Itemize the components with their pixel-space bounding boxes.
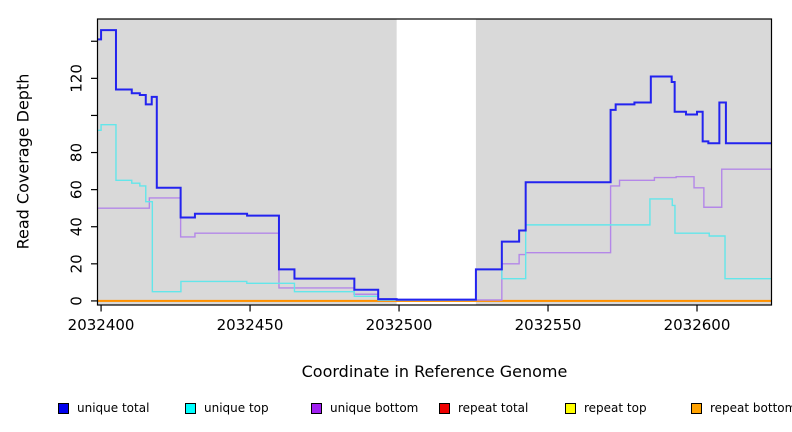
svg-text:80: 80: [68, 143, 86, 162]
legend-item-repeat-total: repeat total: [439, 399, 528, 417]
legend-item-unique-top: unique top: [185, 399, 269, 417]
legend-swatch-repeat-bottom: [691, 402, 702, 414]
svg-text:120: 120: [68, 64, 86, 93]
svg-text:2032550: 2032550: [515, 316, 582, 334]
svg-text:2032450: 2032450: [217, 316, 284, 334]
legend-swatch-unique-top: [185, 402, 196, 414]
svg-text:0: 0: [68, 296, 86, 306]
legend-swatch-unique-bottom: [311, 402, 322, 414]
legend-label: unique top: [204, 401, 269, 415]
legend-label: repeat total: [458, 401, 529, 415]
legend-label: repeat bottom: [710, 401, 792, 415]
y-axis-label: Read Coverage Depth: [13, 73, 33, 250]
legend-item-unique-bottom: unique bottom: [311, 399, 418, 417]
svg-text:2032500: 2032500: [366, 316, 433, 334]
legend-item-unique-total: unique total: [58, 399, 149, 417]
legend-item-repeat-top: repeat top: [565, 399, 647, 417]
svg-text:20: 20: [68, 254, 86, 273]
legend-swatch-repeat-top: [565, 402, 576, 414]
legend-label: unique bottom: [330, 401, 419, 415]
legend-label: repeat top: [584, 401, 647, 415]
legend-swatch-repeat-total: [439, 402, 450, 414]
legend-item-repeat-bottom: repeat bottom: [691, 399, 792, 417]
legend: unique total unique top unique bottom re…: [0, 399, 792, 419]
svg-text:2032400: 2032400: [68, 316, 135, 334]
svg-text:40: 40: [68, 217, 86, 236]
x-axis-label: Coordinate in Reference Genome: [301, 362, 568, 381]
legend-swatch-unique-total: [58, 402, 69, 414]
legend-label: unique total: [77, 401, 150, 415]
svg-text:60: 60: [68, 180, 86, 199]
svg-text:2032600: 2032600: [664, 316, 731, 334]
